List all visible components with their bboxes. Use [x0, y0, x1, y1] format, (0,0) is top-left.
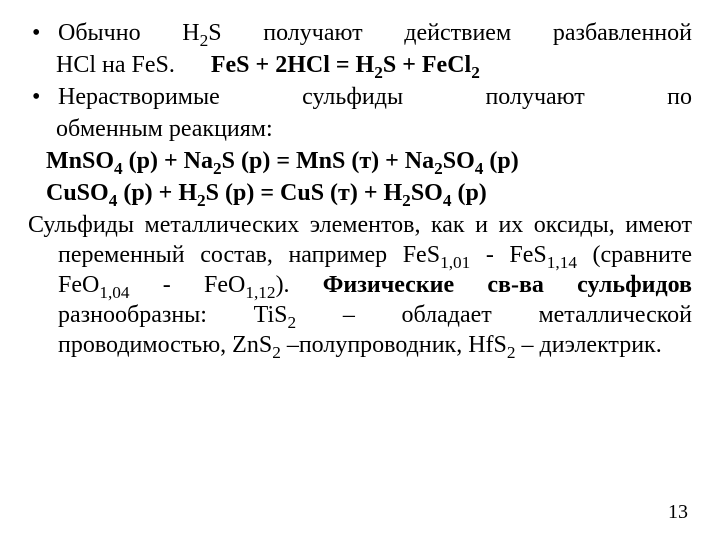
- text: разнообразны: TiS: [58, 302, 287, 328]
- text: (р): [451, 180, 486, 206]
- text: S (р) = MnS (т) + Na: [222, 148, 434, 174]
- text: – обладает: [296, 302, 492, 328]
- text: HCl на FeS.: [56, 52, 175, 78]
- text: получают: [485, 84, 584, 110]
- sub: 1,01: [440, 253, 470, 272]
- sub: 2: [374, 63, 383, 82]
- text: ).: [276, 272, 323, 298]
- bullet-2-line2: обменным реакциям:: [28, 114, 692, 144]
- sub: 4: [114, 159, 123, 178]
- page-number: 13: [668, 501, 688, 524]
- text: CuSO: [46, 180, 109, 206]
- sub: 2: [213, 159, 222, 178]
- equation-1: MnSO4 (р) + Na2S (р) = MnS (т) + Na2SO4 …: [28, 146, 692, 176]
- text: обменным реакциям:: [56, 116, 273, 142]
- bullet-1-line1: Обычно H2S получают действием разбавленн…: [58, 18, 692, 48]
- bullet-2-line1: Нерастворимые сульфиды получают по: [58, 82, 692, 112]
- equation-2: CuSO4 (р) + H2S (р) = CuS (т) + H2SO4 (р…: [28, 178, 692, 208]
- text: по: [667, 84, 692, 110]
- para-line: HfS2 – диэлектрик.: [468, 332, 662, 358]
- sub: 2: [402, 191, 411, 210]
- text: S получают действием разбавленной: [208, 20, 692, 46]
- para-line: Сульфиды металлических элементов, как и …: [28, 212, 615, 238]
- sub: 1,14: [547, 253, 577, 272]
- sub: 2: [200, 31, 209, 50]
- text: Нерастворимые: [58, 84, 220, 110]
- text: FeS + 2HCl = H: [211, 52, 374, 78]
- slide: • Обычно H2S получают действием разбавле…: [0, 0, 720, 540]
- sub: 2: [507, 343, 516, 362]
- slide-content: • Обычно H2S получают действием разбавле…: [28, 18, 692, 360]
- text: - FeS: [470, 242, 546, 268]
- paragraph: Сульфиды металлических элементов, как и …: [28, 210, 692, 360]
- equation-inline: FeS + 2HCl = H2S + FeCl2: [211, 52, 480, 78]
- bullet-2: • Нерастворимые сульфиды получают по: [28, 82, 692, 112]
- text: сульфиды: [302, 84, 403, 110]
- text: – диэлектрик.: [516, 332, 662, 358]
- text: S (р) = CuS (т) + H: [206, 180, 403, 206]
- sub: 2: [197, 191, 206, 210]
- text: (р) + Na: [123, 148, 213, 174]
- bullet-1-line2: HCl на FeS. FeS + 2HCl = H2S + FeCl2: [28, 50, 692, 80]
- sub: 1,04: [99, 283, 129, 302]
- text: S + FeCl: [383, 52, 471, 78]
- text: Обычно H: [58, 20, 200, 46]
- sub: 2: [287, 313, 296, 332]
- bullet-dot-icon: •: [28, 82, 58, 112]
- text: (р) + H: [117, 180, 197, 206]
- sub: 2: [272, 343, 281, 362]
- bullet-dot-icon: •: [28, 18, 58, 48]
- bold-text: Физические св-ва: [323, 272, 544, 298]
- text: –полупроводник,: [281, 332, 462, 358]
- text: (р): [483, 148, 518, 174]
- bold-text: сульфидов: [577, 272, 692, 298]
- sub: 2: [471, 63, 480, 82]
- text: SO: [443, 148, 475, 174]
- sub: 2: [434, 159, 443, 178]
- bullet-1: • Обычно H2S получают действием разбавле…: [28, 18, 692, 48]
- sub: 1,12: [245, 283, 275, 302]
- text: MnSO: [46, 148, 114, 174]
- text: SO: [411, 180, 443, 206]
- text: HfS: [468, 332, 507, 358]
- text: - FeO: [130, 272, 246, 298]
